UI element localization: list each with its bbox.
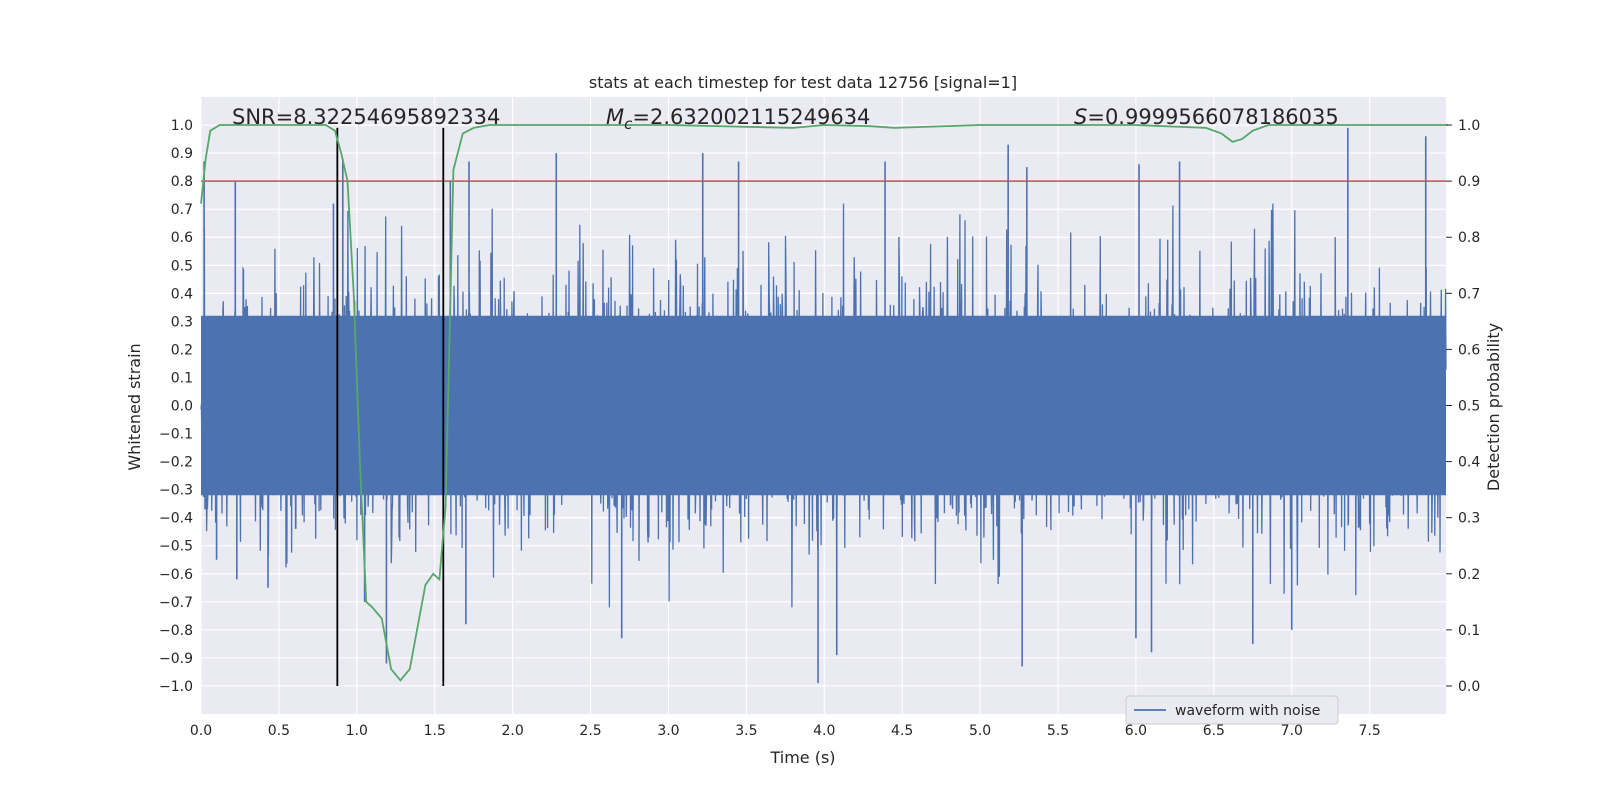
y-tick-label: 0.1 [171,370,193,386]
y2-axis-ticks: 0.0 0.1 0.2 0.3 0.4 0.5 0.6 0.7 0.8 0.9 1.0 [1446,118,1480,695]
mc-value: =2.632002115249634 [632,105,870,129]
mc-symbol: M [606,105,624,129]
x-tick-label: 0.5 [268,723,290,739]
x-tick-label: 4.5 [891,723,913,739]
event-lines [336,127,445,686]
y-tick-label: 0.5 [171,258,193,274]
y-tick-label: −0.4 [159,511,193,527]
y2-tick-label: 1.0 [1458,118,1480,134]
y-tick-label: −0.3 [159,483,193,499]
y2-tick-label: 0.7 [1458,286,1480,302]
snr-annotation: SNR=8.32254695892334 [232,105,500,129]
y2-tick-label: 0.4 [1458,455,1480,471]
y-axis-ticks: −1.0 −0.9 −0.8 −0.7 −0.6 −0.5 −0.4 −0.3 −0.2 −0.1… [159,118,193,695]
waveform-core-band [201,315,1446,496]
y2-tick-label: 0.1 [1458,623,1480,639]
y2-tick-label: 0.6 [1458,342,1480,358]
y-tick-label: −1.0 [159,679,193,695]
legend-box [1125,695,1339,725]
chart-title: stats at each timestep for test data 127… [589,73,1017,92]
y2-tick-label: 0.9 [1458,174,1480,190]
y2-tick-label: 0.8 [1458,230,1480,246]
y2-tick-label: 0.5 [1458,399,1480,415]
x-tick-label: 6.0 [1125,723,1147,739]
x-tick-label: 1.5 [424,723,446,739]
y-axis-label: Whitened strain [125,343,144,470]
s-value: =0.9999566078186035 [1087,105,1338,129]
x-tick-label: 3.5 [735,723,757,739]
y2-tick-label: 0.0 [1458,679,1480,695]
y-tick-label: 0.8 [171,174,193,190]
mc-annotation: Mc=2.632002115249634 [606,105,870,133]
x-axis-label: Time (s) [769,748,835,767]
x-tick-label: 5.0 [969,723,991,739]
y2-tick-label: 0.3 [1458,511,1480,527]
x-tick-label: 2.5 [579,723,601,739]
legend-label: waveform with noise [1175,703,1320,719]
x-tick-label: 4.0 [813,723,835,739]
y-tick-label: 0.0 [171,399,193,415]
y-tick-label: 0.2 [171,342,193,358]
y-tick-label: 0.7 [171,202,193,218]
x-tick-label: 2.0 [502,723,524,739]
x-tick-label: 7.0 [1281,723,1303,739]
legend: waveform with noise [1125,695,1339,725]
y-tick-label: 0.3 [171,314,193,330]
x-tick-label: 1.0 [346,723,368,739]
y-tick-label: 0.6 [171,230,193,246]
s-annotation: S=0.9999566078186035 [1074,105,1339,129]
y-tick-label: −0.6 [159,567,193,583]
x-axis-ticks: 0.0 0.5 1.0 1.5 2.0 2.5 3.0 3.5 4.0 4.5 5.0 5.5 6.0 6… [190,723,1381,739]
y-tick-label: −0.7 [159,595,193,611]
y-tick-label: −0.1 [159,427,193,443]
x-tick-label: 6.5 [1203,723,1225,739]
y-tick-label: −0.8 [159,623,193,639]
x-tick-label: 0.0 [190,723,212,739]
mc-subscript: c [624,115,633,133]
y-tick-label: 0.9 [171,146,193,162]
y-tick-label: 0.4 [171,286,193,302]
y-tick-label: −0.2 [159,455,193,471]
y2-axis-label: Detection probability [1484,323,1503,491]
x-tick-label: 5.5 [1047,723,1069,739]
y2-tick-label: 0.2 [1458,567,1480,583]
x-tick-label: 7.5 [1359,723,1381,739]
y-tick-label: −0.5 [159,539,193,555]
s-symbol: S [1074,105,1087,129]
y-tick-label: 1.0 [171,118,193,134]
x-tick-label: 3.0 [657,723,679,739]
waveform-with-noise-series [200,127,1447,684]
y-tick-label: −0.9 [159,651,193,667]
detection-probability-line [200,124,1448,682]
